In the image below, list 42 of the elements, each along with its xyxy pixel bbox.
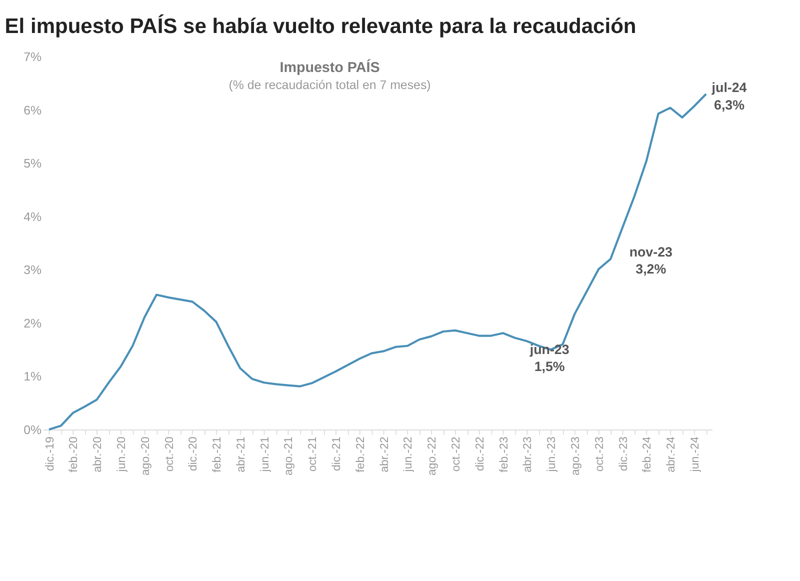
x-tick-label: feb.-23 (498, 436, 510, 472)
x-tick-label: oct.-23 (594, 436, 606, 472)
y-tick-label: 2% (24, 316, 42, 330)
x-tick-label: jun.-20 (116, 436, 128, 473)
y-tick-label: 4% (24, 210, 42, 224)
x-tick-label: feb.-21 (212, 436, 224, 472)
x-tick-label: jun.-21 (259, 436, 272, 473)
line-series (48, 92, 708, 431)
x-tick-label: abr.-24 (666, 436, 678, 472)
x-tick-label: ago.-20 (140, 436, 152, 476)
x-tick-label: oct.-21 (307, 436, 320, 472)
x-tick-label: ago.-21 (283, 436, 296, 476)
annotation: jun-23 1,5% (528, 342, 570, 374)
x-tick-label: abr.-21 (235, 436, 248, 472)
x-tick-label: feb.-20 (68, 436, 80, 472)
y-tick-label: 7% (24, 50, 42, 64)
x-tick-label: ago.-22 (426, 436, 439, 476)
x-tick-label: dic.-21 (331, 436, 344, 472)
y-tick-label: 5% (24, 156, 42, 171)
x-tick-label: dic.-19 (44, 436, 56, 472)
annotation: nov-23 3,2% (629, 244, 672, 277)
x-tick-label: feb.-22 (354, 436, 367, 472)
x-tick-label: dic.-20 (188, 436, 200, 472)
x-tick-label: oct.-22 (450, 436, 462, 472)
y-tick-label: 1% (24, 370, 42, 384)
x-tick-label: jun.-24 (689, 436, 702, 473)
chart-title: El impuesto PAÍS se había vuelto relevante para la recaudación (4, 14, 636, 38)
text: Impuesto PAÍS (% de recaudación total en 7 meses) (228, 59, 431, 92)
annotation: jul-24 6,3% (710, 80, 748, 112)
x-tick-label: jun.-22 (402, 436, 415, 473)
x-tick-label: abr.-23 (522, 436, 534, 472)
x-tick-label: oct.-20 (164, 436, 176, 472)
x-tick-label: ago.-23 (570, 436, 582, 476)
x-tick-label: abr.-20 (92, 436, 104, 472)
x-tick-label: dic.-22 (474, 436, 486, 472)
x-tick-label: feb.-24 (642, 436, 654, 472)
y-tick-label: 3% (24, 263, 42, 278)
x-tick-label: dic.-23 (618, 436, 630, 472)
y-tick-label: 6% (24, 103, 42, 118)
x-tick-label: jun.-23 (546, 436, 558, 473)
x-tick-label: abr.-22 (378, 436, 391, 472)
y-tick-label: 0% (24, 422, 42, 437)
